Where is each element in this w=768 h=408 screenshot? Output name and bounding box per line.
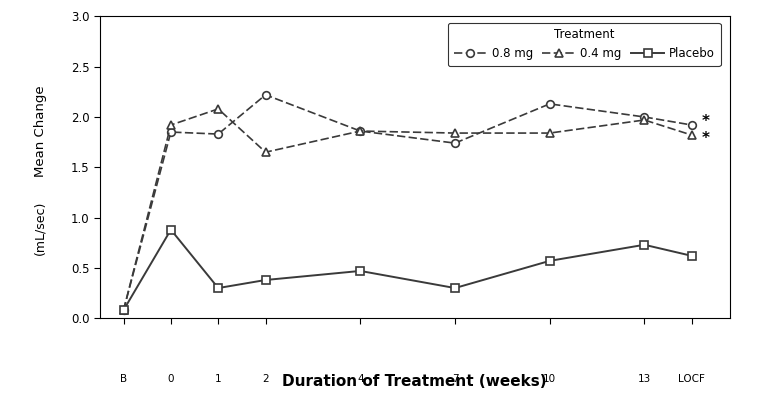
Text: 4: 4	[357, 374, 363, 384]
Text: 1: 1	[215, 374, 221, 384]
Text: LOCF: LOCF	[678, 374, 705, 384]
Text: 0: 0	[167, 374, 174, 384]
Text: 10: 10	[543, 374, 556, 384]
Text: Duration of Treatment (weeks): Duration of Treatment (weeks)	[283, 374, 547, 389]
Text: B: B	[120, 374, 127, 384]
Legend: 0.8 mg, 0.4 mg, Placebo: 0.8 mg, 0.4 mg, Placebo	[448, 22, 720, 66]
Text: 13: 13	[637, 374, 651, 384]
Text: Mean Change: Mean Change	[34, 85, 47, 177]
Text: 2: 2	[262, 374, 269, 384]
Text: (mL/sec): (mL/sec)	[34, 200, 47, 255]
Text: 7: 7	[452, 374, 458, 384]
Text: *: *	[702, 131, 710, 146]
Text: *: *	[702, 115, 710, 129]
